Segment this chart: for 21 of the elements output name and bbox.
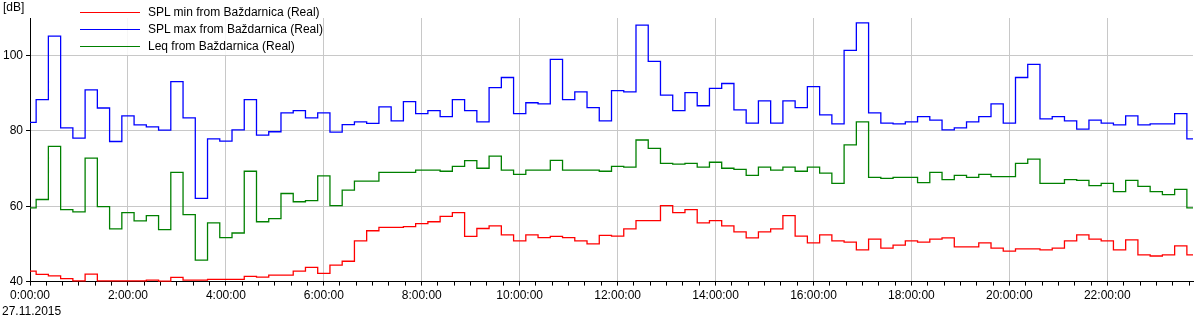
x-tick-label: 2:00:00 <box>107 288 149 303</box>
y-tick-label: 60 <box>9 198 24 213</box>
legend-label: Leq from Baždarnica (Real) <box>148 38 295 55</box>
y-axis-title: [dB] <box>3 0 25 15</box>
x-tick-label: 14:00:00 <box>692 288 740 303</box>
x-tick-label: 16:00:00 <box>790 288 838 303</box>
legend-label: SPL max from Baždarnica (Real) <box>148 21 323 38</box>
legend-label: SPL min from Baždarnica (Real) <box>148 4 320 21</box>
x-tick-label: 22:00:00 <box>1083 288 1131 303</box>
x-tick-label: 18:00:00 <box>888 288 936 303</box>
x-tick-label: 20:00:00 <box>986 288 1034 303</box>
x-tick-label: 0:00:00 <box>10 288 51 303</box>
x-tick-label: 4:00:00 <box>205 288 247 303</box>
x-tick-label: 12:00:00 <box>594 288 642 303</box>
x-tick-label: 10:00:00 <box>496 288 544 303</box>
x-tick-label: 6:00:00 <box>303 288 345 303</box>
y-tick-label: 100 <box>2 47 24 62</box>
y-tick-label: 40 <box>9 273 24 288</box>
text: 27.11.2015 <box>2 304 62 319</box>
y-tick-label: 80 <box>9 123 24 138</box>
x-tick-label: 8:00:00 <box>401 288 443 303</box>
